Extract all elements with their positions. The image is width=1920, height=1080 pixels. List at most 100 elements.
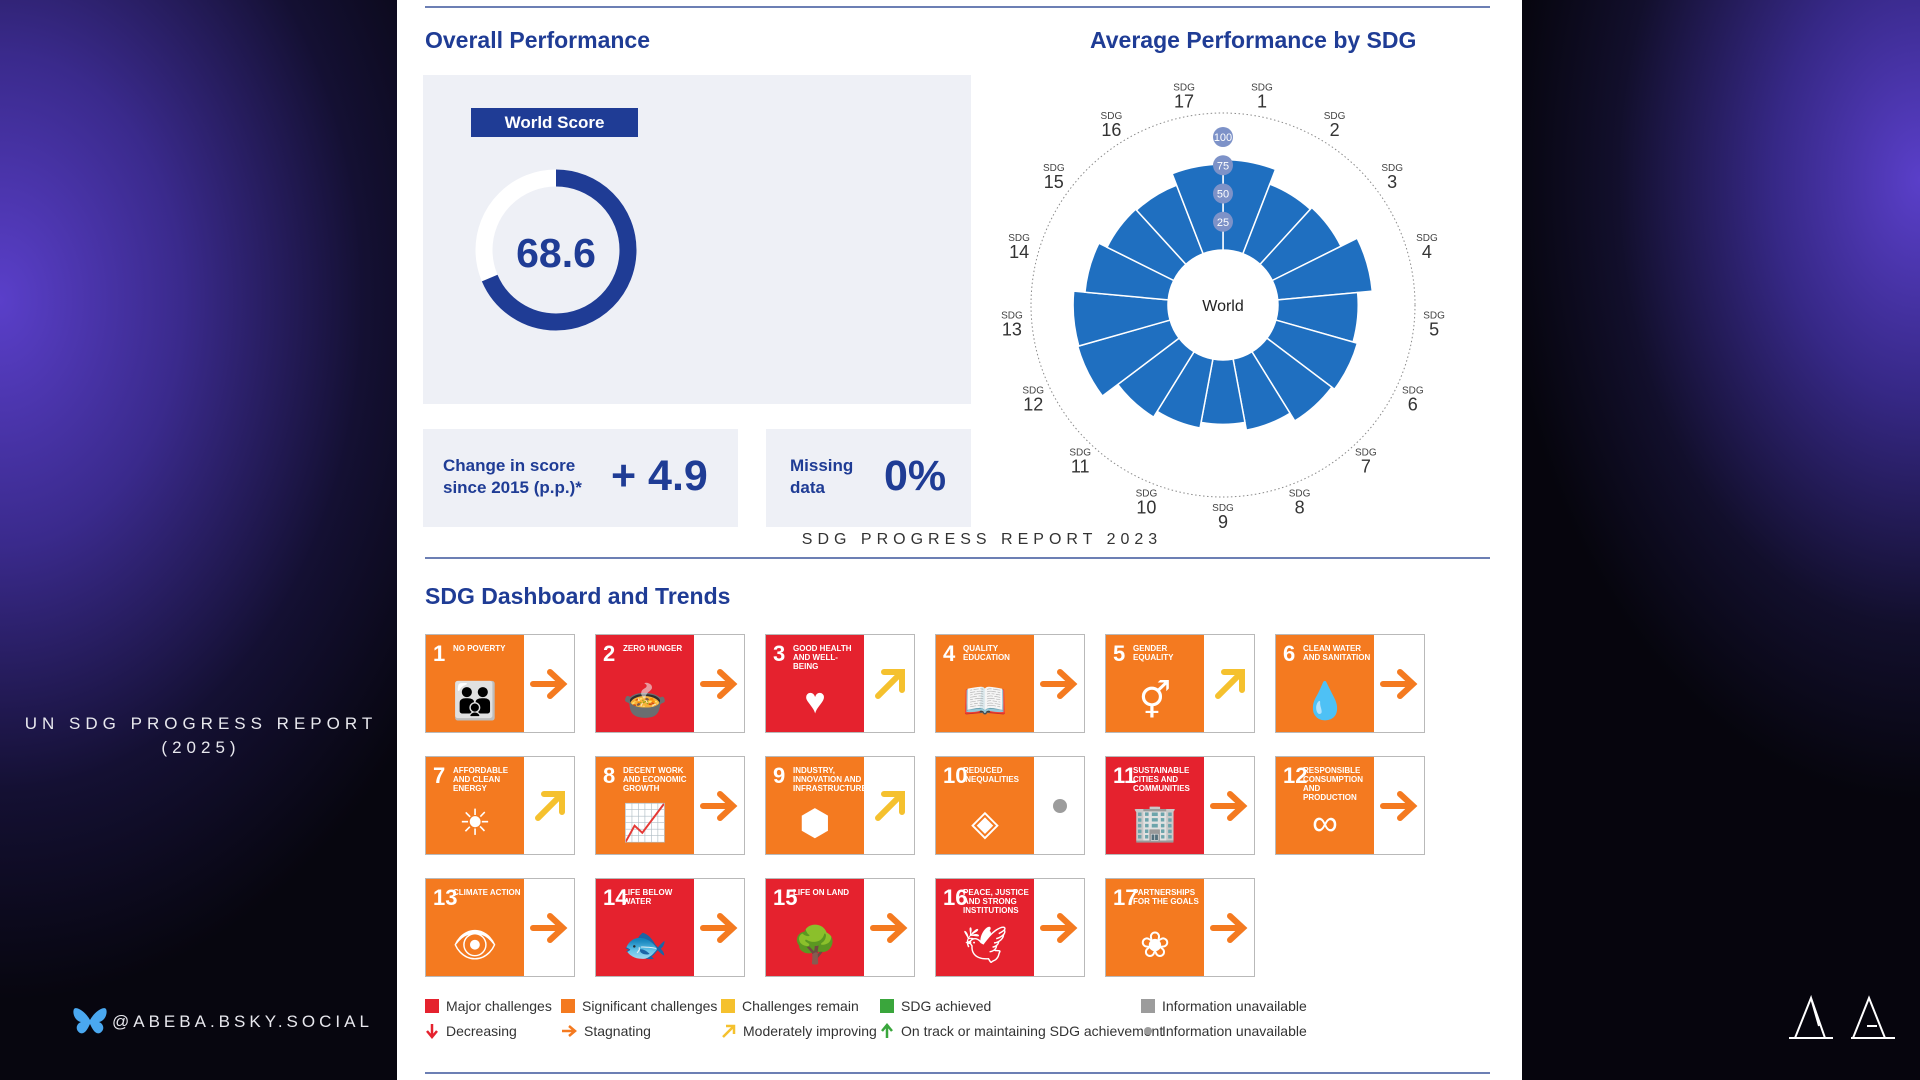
sdg-icon-5: 5 Gender Equality ⚥ xyxy=(1106,635,1204,732)
radar-axis-number: 15 xyxy=(1044,172,1064,192)
up-arrow-icon xyxy=(881,1023,893,1038)
stagnating-arrow-icon xyxy=(1039,912,1077,943)
sdg-glyph-icon: 📖 xyxy=(962,680,1008,721)
legend-significant-label: Significant challenges xyxy=(582,998,718,1014)
radar-axis-number: 3 xyxy=(1387,172,1397,192)
legend-stagnating: Stagnating xyxy=(561,1023,651,1039)
radar-tick-badge-100 xyxy=(1213,127,1233,147)
right-arrow-icon xyxy=(562,1025,577,1037)
sdg-trend-stagnating xyxy=(694,757,745,854)
sdg-tile-12: 12 Responsible Consumption and Productio… xyxy=(1275,756,1425,855)
sdg-name: Clean Water and Sanitation xyxy=(1303,644,1371,662)
dashboard-heading: SDG Dashboard and Trends xyxy=(425,583,731,609)
bluesky-handle[interactable]: @ABEBA.BSKY.SOCIAL xyxy=(72,1006,373,1038)
sdg-trend-stagnating xyxy=(1374,635,1425,732)
sdg-number: 5 xyxy=(1113,641,1126,666)
radar-axis-number: 7 xyxy=(1361,457,1371,477)
sdg-tile-6: 6 Clean Water and Sanitation 💧 xyxy=(1275,634,1425,733)
handle-text: @ABEBA.BSKY.SOCIAL xyxy=(112,1012,373,1031)
sdg-number: 11 xyxy=(1113,763,1137,788)
sdg-trend-stagnating xyxy=(524,879,575,976)
sdg-glyph-icon: 💧 xyxy=(1302,680,1348,721)
yellow-square-icon xyxy=(721,999,735,1013)
sdg-trend-moderately-improving xyxy=(864,757,915,854)
change-label: Change in score since 2015 (p.p.)* xyxy=(443,456,582,497)
overall-heading: Overall Performance xyxy=(425,27,651,53)
radar-axis-prefix: SDG xyxy=(1381,163,1403,174)
legend-info-square: Information unavailable xyxy=(1141,998,1307,1014)
sdg-icon-10: 10 Reduced Inequalities ◈ xyxy=(936,757,1034,854)
legend-info-dot: Information unavailable xyxy=(1141,1023,1307,1039)
sdg-icon-17: 17 Partnerships for the Goals ❀ xyxy=(1106,879,1204,976)
sdg-glyph-icon: 🌳 xyxy=(792,924,838,965)
legend-info-square-label: Information unavailable xyxy=(1162,998,1307,1014)
radar-axis-prefix: SDG xyxy=(1212,503,1234,514)
legend-remain-label: Challenges remain xyxy=(742,998,859,1014)
sdg-trend-stagnating xyxy=(1034,635,1085,732)
sdg-tile-8: 8 Decent Work and Economic Growth 📈 xyxy=(595,756,745,855)
stagnating-arrow-icon xyxy=(699,912,737,943)
sdg-icon-12: 12 Responsible Consumption and Productio… xyxy=(1276,757,1374,854)
orange-square-icon xyxy=(561,999,575,1013)
radar-axis-number: 9 xyxy=(1218,512,1228,532)
sdg-glyph-icon: ⚥ xyxy=(1138,680,1172,721)
stagnating-arrow-icon xyxy=(1209,790,1247,821)
radar-tick-badge-25 xyxy=(1213,211,1233,232)
middle-rule xyxy=(425,557,1490,559)
sdg-trend-moderately-improving xyxy=(1204,635,1255,732)
sdg-icon-14: 14 Life Below Water 🐟 xyxy=(596,879,694,976)
sdg-name: Life Below Water xyxy=(623,888,673,906)
sdg-tile-5: 5 Gender Equality ⚥ xyxy=(1105,634,1255,733)
stagnating-arrow-icon xyxy=(529,912,567,943)
legend-remain: Challenges remain xyxy=(721,998,859,1014)
info-unavailable-dot-icon xyxy=(1052,798,1067,813)
radar-axis-number: 16 xyxy=(1101,120,1121,140)
improving-arrow-icon xyxy=(874,790,905,821)
sdg-radar-chart: World255075100SDG1SDG2SDG3SDG4SDG5SDG6SD… xyxy=(1001,83,1445,532)
radar-center xyxy=(1168,250,1278,360)
sdg-tile-13: 13 Climate Action 👁 xyxy=(425,878,575,977)
sdg-icon-8: 8 Decent Work and Economic Growth 📈 xyxy=(596,757,694,854)
radar-tick-label-25: 25 xyxy=(1217,217,1229,229)
sdg-glyph-icon: ∞ xyxy=(1312,802,1338,843)
stagnating-arrow-icon xyxy=(1209,912,1247,943)
butterfly-icon xyxy=(73,1008,107,1034)
sdg-name: Life on Land xyxy=(793,888,849,897)
sdg-number: 8 xyxy=(603,763,616,788)
down-arrow-icon xyxy=(426,1024,438,1039)
sdg-tile-3: 3 Good Health and Well-Being ♥ xyxy=(765,634,915,733)
stagnating-arrow-icon xyxy=(699,668,737,699)
change-score-box: Change in score since 2015 (p.p.)* + 4.9 xyxy=(423,429,738,527)
radar-axis-prefix: SDG xyxy=(1136,489,1158,500)
radar-axis-number: 1 xyxy=(1257,92,1267,112)
green-square-icon xyxy=(880,999,894,1013)
sdg-icon-3: 3 Good Health and Well-Being ♥ xyxy=(766,635,864,732)
radar-center-label: World xyxy=(1202,298,1244,315)
radar-tick-badge-50 xyxy=(1213,183,1233,204)
sdg-trend-stagnating xyxy=(694,635,745,732)
legend-info-dot-label: Information unavailable xyxy=(1162,1023,1307,1039)
radar-axis-prefix: SDG xyxy=(1416,233,1438,244)
stagnating-arrow-icon xyxy=(699,790,737,821)
missing-label: Missing data xyxy=(790,456,854,497)
sdg-number: 16 xyxy=(943,885,968,910)
legend-major-label: Major challenges xyxy=(446,998,552,1014)
sdg-icon-6: 6 Clean Water and Sanitation 💧 xyxy=(1276,635,1374,732)
sdg-number: 17 xyxy=(1113,885,1138,910)
sdg-icon-15: 15 Life on Land 🌳 xyxy=(766,879,864,976)
legend-decreasing-label: Decreasing xyxy=(446,1023,517,1039)
radar-axis-number: 4 xyxy=(1422,242,1432,262)
grey-square-icon xyxy=(1141,999,1155,1013)
grey-dot-icon xyxy=(1144,1027,1152,1035)
sdg-trend-stagnating xyxy=(524,635,575,732)
stagnating-arrow-icon xyxy=(1379,790,1417,821)
report-caption: SDG PROGRESS REPORT 2023 xyxy=(801,531,1163,548)
